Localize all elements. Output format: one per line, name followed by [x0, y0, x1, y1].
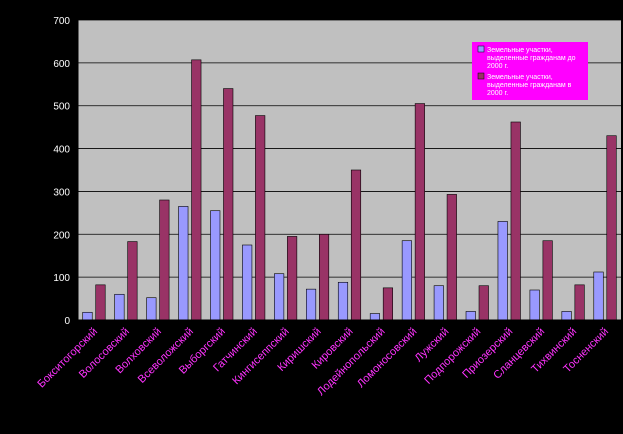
bar-series-2: [319, 233, 330, 321]
legend-box: [472, 42, 588, 100]
bar-series-1: [146, 297, 157, 321]
bar-series-2: [95, 284, 106, 321]
y-tick-labels: 0 100 200 300 400 500 600 700: [53, 16, 70, 327]
legend-label: Земельные участки, выделенные гражданам д…: [487, 47, 576, 70]
y-tick-label: 0: [64, 316, 70, 327]
x-tick-label: Ломоносовский: [355, 326, 420, 391]
bar-series-2: [510, 121, 521, 321]
bar-series-2: [382, 287, 393, 321]
bar-series-1: [497, 221, 508, 321]
x-tick-label: Кингисеппский: [230, 326, 291, 387]
bar-series-1: [561, 311, 572, 321]
bar-series-2: [287, 236, 298, 321]
bar-series-1: [529, 289, 540, 321]
bar-series-2: [350, 169, 362, 321]
x-tick-label: Подпорожский: [422, 326, 483, 387]
legend: Земельные участки, выделенные гражданам д…: [472, 42, 588, 100]
x-tick-label: Всеволожский: [136, 326, 196, 386]
bar-series-1: [433, 285, 444, 321]
bar-series-2: [255, 115, 266, 321]
y-tick-label: 600: [53, 59, 70, 70]
bar-series-2: [478, 285, 489, 321]
legend-swatch: [477, 45, 485, 53]
y-tick-label: 700: [53, 16, 70, 27]
bar-series-1: [401, 240, 412, 321]
bar-series-2: [542, 240, 553, 321]
y-tick-label: 500: [53, 102, 70, 113]
y-tick-label: 300: [53, 187, 70, 198]
bar-series-1: [178, 206, 189, 321]
bar-series-2: [191, 59, 202, 321]
bar-series-2: [606, 135, 617, 321]
legend-swatch: [477, 72, 485, 80]
bar-series-1: [465, 311, 476, 321]
bar-series-2: [414, 103, 425, 321]
bar-series-1: [337, 281, 349, 321]
bar-series-1: [242, 244, 253, 321]
bar-series-2: [127, 241, 138, 321]
y-tick-label: 100: [53, 273, 70, 284]
bar-series-1: [82, 311, 93, 321]
bar-series-1: [274, 273, 285, 321]
bar-series-1: [369, 313, 380, 321]
bar-series-2: [446, 194, 457, 321]
x-tick-labels: БокситогорскийВолосовскийВолховскийВсево…: [35, 326, 611, 399]
bar-series-2: [574, 284, 585, 321]
legend-label: Земельные участки, выделенные гражданам в…: [487, 74, 572, 97]
bars: [77, 59, 617, 324]
bar-series-1: [210, 210, 221, 321]
bar-series-2: [159, 199, 170, 321]
y-tick-label: 200: [53, 230, 70, 241]
bar-series-1: [306, 288, 317, 321]
bar-series-1: [114, 293, 125, 321]
bar-series-1: [593, 271, 604, 321]
bar-series-2: [223, 88, 234, 321]
y-tick-label: 400: [53, 145, 70, 156]
